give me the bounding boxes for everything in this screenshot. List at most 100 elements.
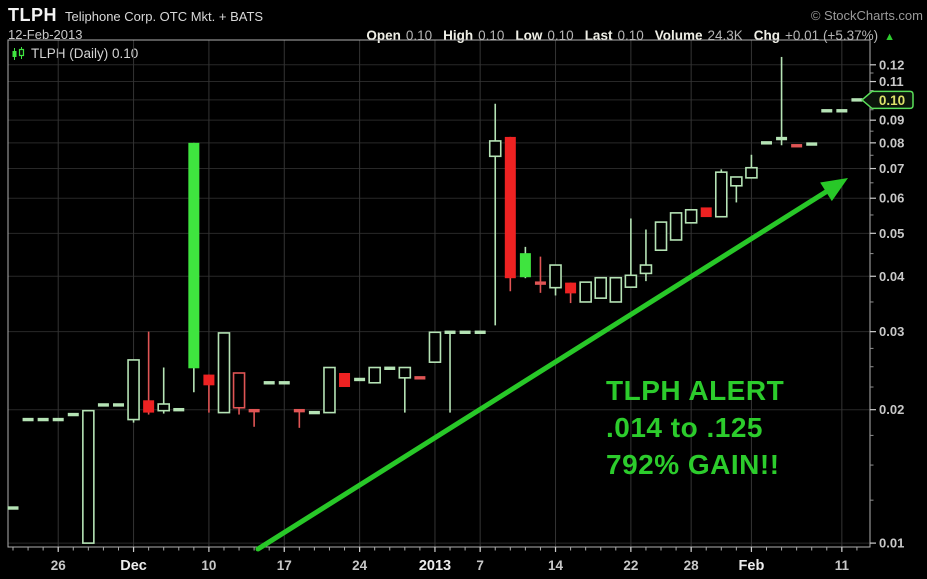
candle [714,169,728,218]
candle [82,409,95,544]
y-axis: 0.01 0.02 0.03 0.04 0.05 0.06 0.07 0.08 0.09 0.11… [870,57,905,551]
svg-text:0.03: 0.03 [879,324,904,339]
candle [339,372,351,388]
chart-header: TLPH Teliphone Corp. OTC Mkt. + BATS [8,5,263,26]
svg-text:Dec: Dec [120,558,147,574]
candle [67,412,79,417]
x-axis: 26 Dec 10 17 24 2013 7 14 22 28 Feb 11 [12,547,858,574]
svg-text:0.05: 0.05 [879,226,904,241]
svg-text:0.11: 0.11 [879,74,904,89]
candle [157,367,170,414]
svg-text:17: 17 [277,558,292,573]
svg-text:0.08: 0.08 [879,135,904,150]
last-value: 0.10 [617,28,644,43]
svg-text:11: 11 [835,558,850,573]
candle [745,154,758,179]
candle [609,276,623,303]
candle [504,136,516,292]
candles [7,56,863,544]
trend-arrow [255,178,848,552]
svg-text:0.01: 0.01 [879,536,904,551]
candle [354,377,366,382]
candle [7,506,19,510]
candle [761,141,772,145]
volume-value: 24.3K [707,28,743,43]
svg-text:14: 14 [548,558,564,573]
candle [293,408,305,428]
candle [776,56,788,146]
svg-text:Feb: Feb [739,558,765,574]
svg-text:26: 26 [51,558,67,573]
open-label: Open [366,28,401,43]
candle [37,417,49,422]
quote-date: 12-Feb-2013 [8,27,83,42]
plot-frame [7,39,871,548]
svg-text:22: 22 [623,558,638,573]
svg-text:24: 24 [352,558,368,573]
chg-up-triangle-icon: ▲ [884,31,895,43]
candle [806,142,818,146]
candle [188,142,200,393]
candle [248,408,260,427]
candle [143,331,155,415]
candle [730,176,743,203]
candle [263,381,275,385]
candle [534,256,546,293]
candle [217,332,231,414]
ticker-symbol: TLPH [8,5,57,25]
candle [278,381,290,385]
candle [384,366,396,370]
last-label: Last [584,28,613,43]
candle [203,374,215,413]
svg-text:0.06: 0.06 [879,191,904,206]
candle [851,98,863,102]
candle [308,410,320,415]
copyright-label: © StockCharts.com [810,8,923,23]
alert-annotation: TLPH ALERT .014 to .125 792% GAIN!! [606,372,784,483]
candle [22,417,34,422]
gridlines [8,40,870,547]
alert-line-1: TLPH ALERT [606,375,785,406]
volume-label: Volume [654,28,703,43]
svg-text:2013: 2013 [419,558,451,574]
low-label: Low [515,28,543,43]
candle [323,366,336,414]
low-value: 0.10 [547,28,574,43]
candle [519,246,531,279]
candle [594,276,608,299]
candle [565,282,577,304]
alert-line-2: .014 to .125 [606,412,763,443]
candle [639,229,653,282]
candle [428,331,442,363]
candle [624,218,638,288]
svg-text:0.09: 0.09 [879,113,904,128]
alert-line-3: 792% GAIN!! [606,449,780,480]
candle [549,264,562,296]
ticker-description: Teliphone Corp. OTC Mkt. + BATS [65,9,264,24]
candle [232,372,246,415]
candle [127,359,140,423]
chg-value: +0.01 (+5.37%) [785,28,879,43]
candle [112,403,124,407]
last-price-badge-shape [860,90,914,110]
chg-label: Chg [753,28,781,43]
candle [700,207,712,218]
candle [52,417,64,422]
candle [488,103,502,326]
candle [684,208,698,224]
svg-text:10: 10 [201,558,216,573]
candle [444,330,456,413]
high-label: High [443,28,474,43]
candle [579,281,592,303]
candle [97,403,109,407]
candle [398,366,412,413]
candle [414,376,426,380]
candle [791,144,803,148]
svg-text:0.02: 0.02 [879,402,904,417]
open-value: 0.10 [405,28,433,43]
candle [459,330,471,334]
candle [368,366,381,384]
svg-text:0.12: 0.12 [879,57,904,72]
candle [173,407,185,412]
